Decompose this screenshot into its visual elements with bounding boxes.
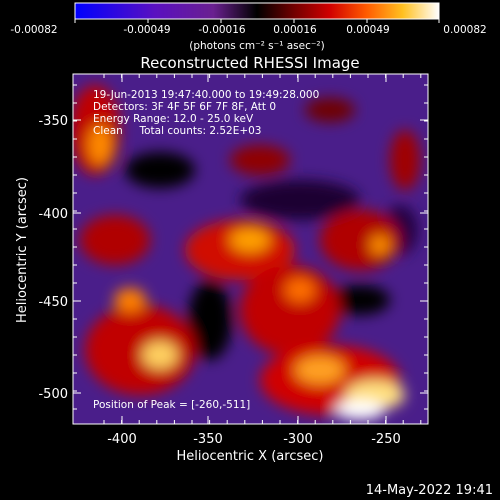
- plot-frame: [72, 73, 429, 425]
- y-tick-label: -400: [38, 207, 68, 222]
- axis-ticks: [73, 74, 428, 424]
- colorbar-tick-label: 0.00082: [443, 24, 486, 36]
- x-tick-label: -250: [371, 432, 401, 447]
- y-tick-label: -500: [38, 387, 68, 402]
- y-axis-label: Heliocentric Y (arcsec): [15, 177, 30, 323]
- colorbar-units: (photons cm⁻² s⁻¹ asec⁻²): [189, 40, 324, 52]
- annotation-method: Clean Total counts: 2.52E+03: [93, 125, 262, 137]
- annotation-time-range: 19-Jun-2013 19:47:40.000 to 19:49:28.000: [93, 89, 319, 101]
- colorbar-tick-label: -0.00049: [123, 24, 170, 36]
- footer-timestamp: 14-May-2022 19:41: [366, 483, 493, 498]
- y-tick-label: -350: [38, 114, 68, 129]
- rhessi-image: [73, 74, 428, 424]
- colorbar: -0.00082 -0.00049 -0.00016 0.00016 0.000…: [10, 2, 487, 52]
- colorbar-ticks: [74, 19, 440, 23]
- x-tick-label: -300: [283, 432, 313, 447]
- annotation-energy: Energy Range: 12.0 - 25.0 keV: [93, 113, 254, 125]
- colorbar-tick-label: 0.00016: [273, 24, 317, 36]
- colorbar-tick-label: -0.00082: [10, 24, 57, 36]
- x-axis-label: Heliocentric X (arcsec): [177, 449, 324, 464]
- colorbar-tick-label: 0.00049: [346, 24, 389, 36]
- x-tick-label: -400: [107, 432, 137, 447]
- x-tick-label: -350: [193, 432, 223, 447]
- annotation-peak: Position of Peak = [-260,-511]: [93, 399, 250, 411]
- y-tick-label: -450: [38, 295, 68, 310]
- colorbar-gradient: [74, 2, 440, 20]
- annotation-detectors: Detectors: 3F 4F 5F 6F 7F 8F, Att 0: [93, 101, 276, 113]
- plot-title: Reconstructed RHESSI Image: [140, 54, 359, 72]
- colorbar-tick-label: -0.00016: [198, 24, 246, 36]
